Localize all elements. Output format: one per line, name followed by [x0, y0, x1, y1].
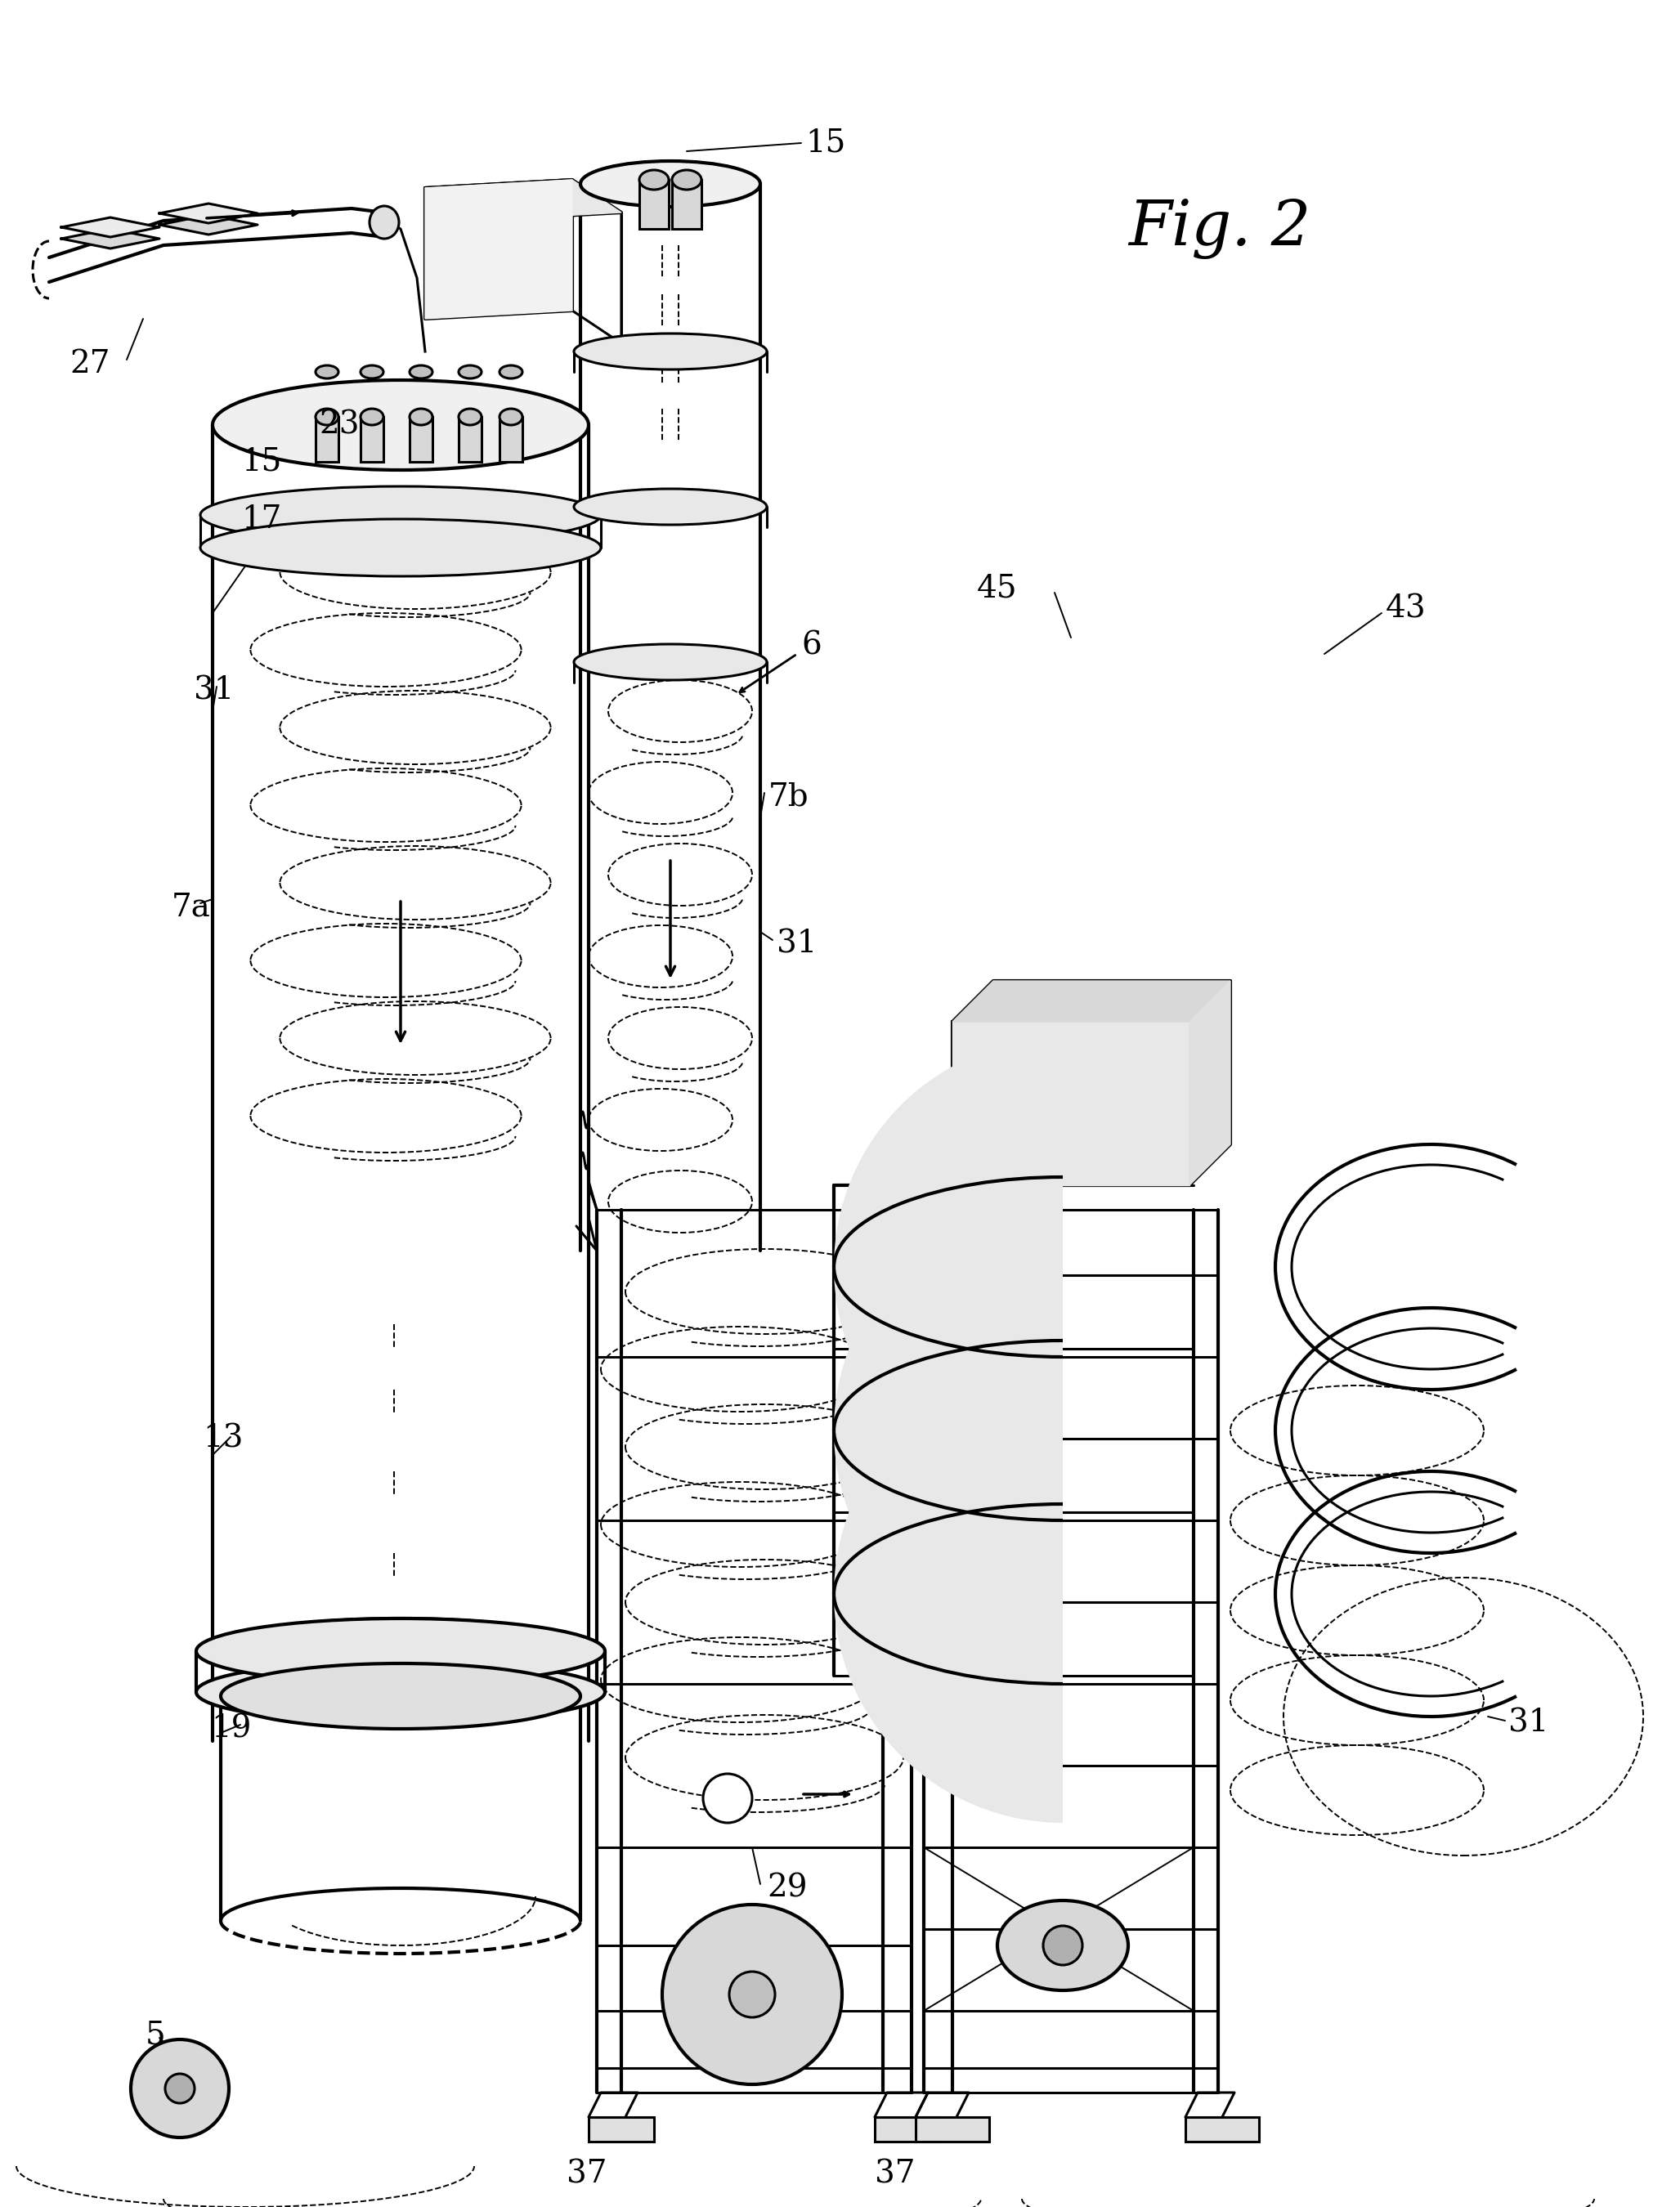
Ellipse shape: [220, 1664, 580, 1728]
Ellipse shape: [499, 366, 522, 377]
Ellipse shape: [410, 366, 432, 377]
Ellipse shape: [131, 2039, 228, 2139]
Ellipse shape: [575, 488, 766, 525]
Text: 15: 15: [805, 128, 845, 159]
Bar: [361, 417, 383, 461]
Text: 45: 45: [978, 574, 1018, 605]
Ellipse shape: [370, 205, 398, 238]
Ellipse shape: [410, 408, 432, 426]
Polygon shape: [425, 179, 622, 221]
Ellipse shape: [200, 519, 601, 576]
Text: 7b: 7b: [768, 781, 810, 812]
Bar: [588, 2117, 654, 2141]
Text: 37: 37: [566, 2158, 606, 2189]
Text: 43: 43: [1386, 594, 1426, 625]
Bar: [875, 2117, 941, 2141]
Ellipse shape: [200, 486, 601, 543]
Polygon shape: [425, 179, 573, 318]
Bar: [499, 417, 522, 461]
Ellipse shape: [672, 170, 702, 190]
Text: 6: 6: [801, 631, 822, 660]
Polygon shape: [953, 980, 1230, 1022]
Bar: [1186, 2117, 1258, 2141]
Wedge shape: [833, 1037, 1063, 1496]
Ellipse shape: [499, 408, 522, 426]
Ellipse shape: [729, 1971, 774, 2017]
Ellipse shape: [640, 170, 669, 190]
Ellipse shape: [213, 380, 588, 470]
Bar: [459, 417, 482, 461]
Polygon shape: [1189, 980, 1230, 1185]
Ellipse shape: [316, 366, 338, 377]
Ellipse shape: [165, 2075, 195, 2103]
Text: 15: 15: [242, 446, 282, 477]
Polygon shape: [60, 218, 160, 236]
Text: 23: 23: [319, 411, 360, 439]
Text: 31: 31: [776, 929, 816, 960]
Ellipse shape: [702, 1774, 753, 1823]
Text: 27: 27: [69, 349, 109, 380]
Polygon shape: [60, 230, 160, 249]
Ellipse shape: [459, 366, 482, 377]
Text: 7a: 7a: [171, 892, 210, 923]
Polygon shape: [160, 203, 257, 223]
Wedge shape: [833, 1201, 1063, 1660]
Bar: [916, 2117, 990, 2141]
Bar: [640, 179, 669, 230]
Ellipse shape: [662, 1905, 842, 2083]
Text: 13: 13: [203, 1424, 244, 1454]
Text: 31: 31: [1509, 1708, 1549, 1739]
Bar: [410, 417, 432, 461]
Text: 31: 31: [193, 675, 234, 706]
Text: 17: 17: [242, 503, 282, 534]
Polygon shape: [953, 1022, 1189, 1185]
Text: 29: 29: [766, 1874, 808, 1902]
Ellipse shape: [316, 408, 338, 426]
Bar: [316, 417, 338, 461]
Text: 19: 19: [212, 1713, 252, 1744]
Text: Fig. 2: Fig. 2: [1129, 199, 1310, 258]
Bar: [672, 179, 702, 230]
Ellipse shape: [197, 1662, 605, 1724]
Ellipse shape: [580, 161, 761, 207]
Text: 5: 5: [146, 2019, 166, 2050]
Text: 37: 37: [875, 2158, 916, 2189]
Ellipse shape: [459, 408, 482, 426]
Ellipse shape: [1043, 1927, 1082, 1964]
Polygon shape: [160, 214, 257, 234]
Ellipse shape: [998, 1900, 1129, 1991]
Wedge shape: [833, 1366, 1063, 1823]
Ellipse shape: [575, 333, 766, 369]
Ellipse shape: [361, 366, 383, 377]
Ellipse shape: [197, 1618, 605, 1684]
Ellipse shape: [575, 644, 766, 680]
Ellipse shape: [361, 408, 383, 426]
